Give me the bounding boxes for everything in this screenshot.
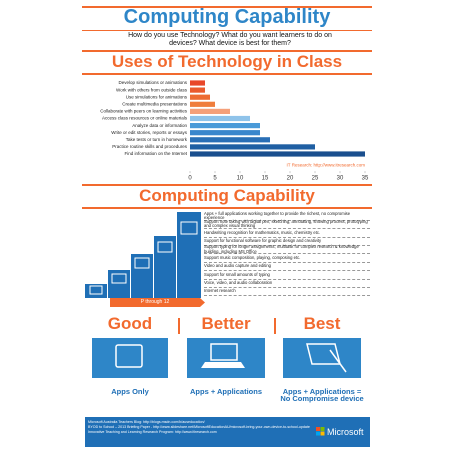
ms-logo	[316, 427, 325, 436]
top-rule	[82, 6, 372, 8]
footer-line: Innovative Teaching and Learning Researc…	[88, 430, 217, 434]
category-label: Use simulations for animations	[126, 94, 188, 99]
chart-title: Uses of Technology in Class	[111, 52, 343, 71]
category-label: Develop simulations or animations	[118, 80, 187, 85]
bar	[190, 108, 230, 114]
x-tick-label: 20	[287, 176, 294, 182]
x-tick-label: 25	[312, 176, 319, 182]
x-tick-label: 5	[213, 176, 217, 182]
tier-name: Better	[201, 314, 251, 333]
bar	[190, 123, 260, 129]
x-tick-label: 30	[337, 176, 344, 182]
annotation: IT Research: http://www.itresearch.com	[287, 162, 366, 167]
bar	[190, 80, 205, 86]
bar	[190, 137, 270, 143]
tier-caption: Apps Only	[111, 387, 149, 396]
category-label: Find information on the Internet	[124, 151, 187, 156]
device-outlines	[89, 221, 198, 295]
bar	[190, 130, 260, 136]
capability-item: Video and audio capture and editing	[204, 262, 370, 272]
footer-text: Microsoft Australia Teachers Blog: http:…	[88, 420, 310, 435]
capability-item: Handwriting recognition for mathematics,…	[204, 229, 370, 238]
divider	[274, 318, 276, 334]
category-label: Create multimedia presentations	[122, 101, 188, 106]
capability-item: Support typing for longer assignments, m…	[204, 244, 370, 255]
category-label: Analyze data or information	[132, 123, 187, 128]
capability-item: Voice, video, and audio collaboration	[204, 279, 370, 289]
capability-item: Support music composition, playing, comp…	[204, 254, 370, 263]
category-label: Work with others from outside class	[116, 87, 188, 92]
category-label: Write or edit stories, reports or essays	[111, 130, 187, 135]
divider	[178, 318, 180, 334]
category-label: Take tests or turn in homework	[126, 137, 188, 142]
subtitle: How do you use Technology? What do you w…	[128, 32, 332, 47]
arrow-label: P through 12	[140, 299, 170, 305]
capability-item: Apps + full applications working togethe…	[204, 211, 370, 221]
rule	[82, 184, 372, 186]
rule	[82, 73, 372, 75]
logo-text: Microsoft	[327, 427, 364, 437]
arrow	[110, 298, 205, 307]
stairs	[85, 212, 201, 298]
footer-line: Microsoft Australia Teachers Blog: http:…	[88, 420, 205, 424]
bar	[190, 94, 210, 100]
category-label: Collaborate with peers on learning activ…	[100, 109, 188, 114]
capability-item: Support for small amounts of typing	[204, 271, 370, 280]
rule	[82, 50, 372, 52]
x-tick-label: 0	[188, 176, 192, 182]
tier-caption: Apps + Applications = No Compromise devi…	[280, 387, 364, 403]
category-label: Access class resources or online materia…	[102, 116, 188, 121]
bar-chart: Develop simulations or animations Work wi…	[100, 80, 369, 182]
x-tick-label: 10	[237, 176, 244, 182]
capability-item: Support note taking with digital pen, sk…	[204, 219, 370, 230]
footer-line: BYOD to School – 2013 Briefing Paper - h…	[88, 425, 310, 429]
category-label: Practice routine skills and procedures	[112, 144, 188, 149]
bar	[190, 115, 250, 122]
bar	[190, 151, 365, 157]
tier-name: Best	[303, 314, 341, 333]
capability-item: Support for functional software for grap…	[204, 237, 370, 247]
tier-caption: Apps + Applications	[189, 387, 263, 396]
capability-item: Internet research	[204, 288, 370, 297]
tier-boxes	[92, 338, 361, 378]
tier-name: Good	[107, 314, 153, 333]
x-tick-label: 15	[262, 176, 269, 182]
x-tick-label: 35	[362, 176, 369, 182]
bar	[190, 144, 315, 150]
bar	[190, 87, 205, 93]
title: Computing Capability	[123, 6, 331, 28]
section-title: Computing Capability	[139, 186, 315, 205]
bar	[190, 101, 215, 107]
rule	[82, 207, 372, 209]
title-rule	[82, 30, 372, 31]
